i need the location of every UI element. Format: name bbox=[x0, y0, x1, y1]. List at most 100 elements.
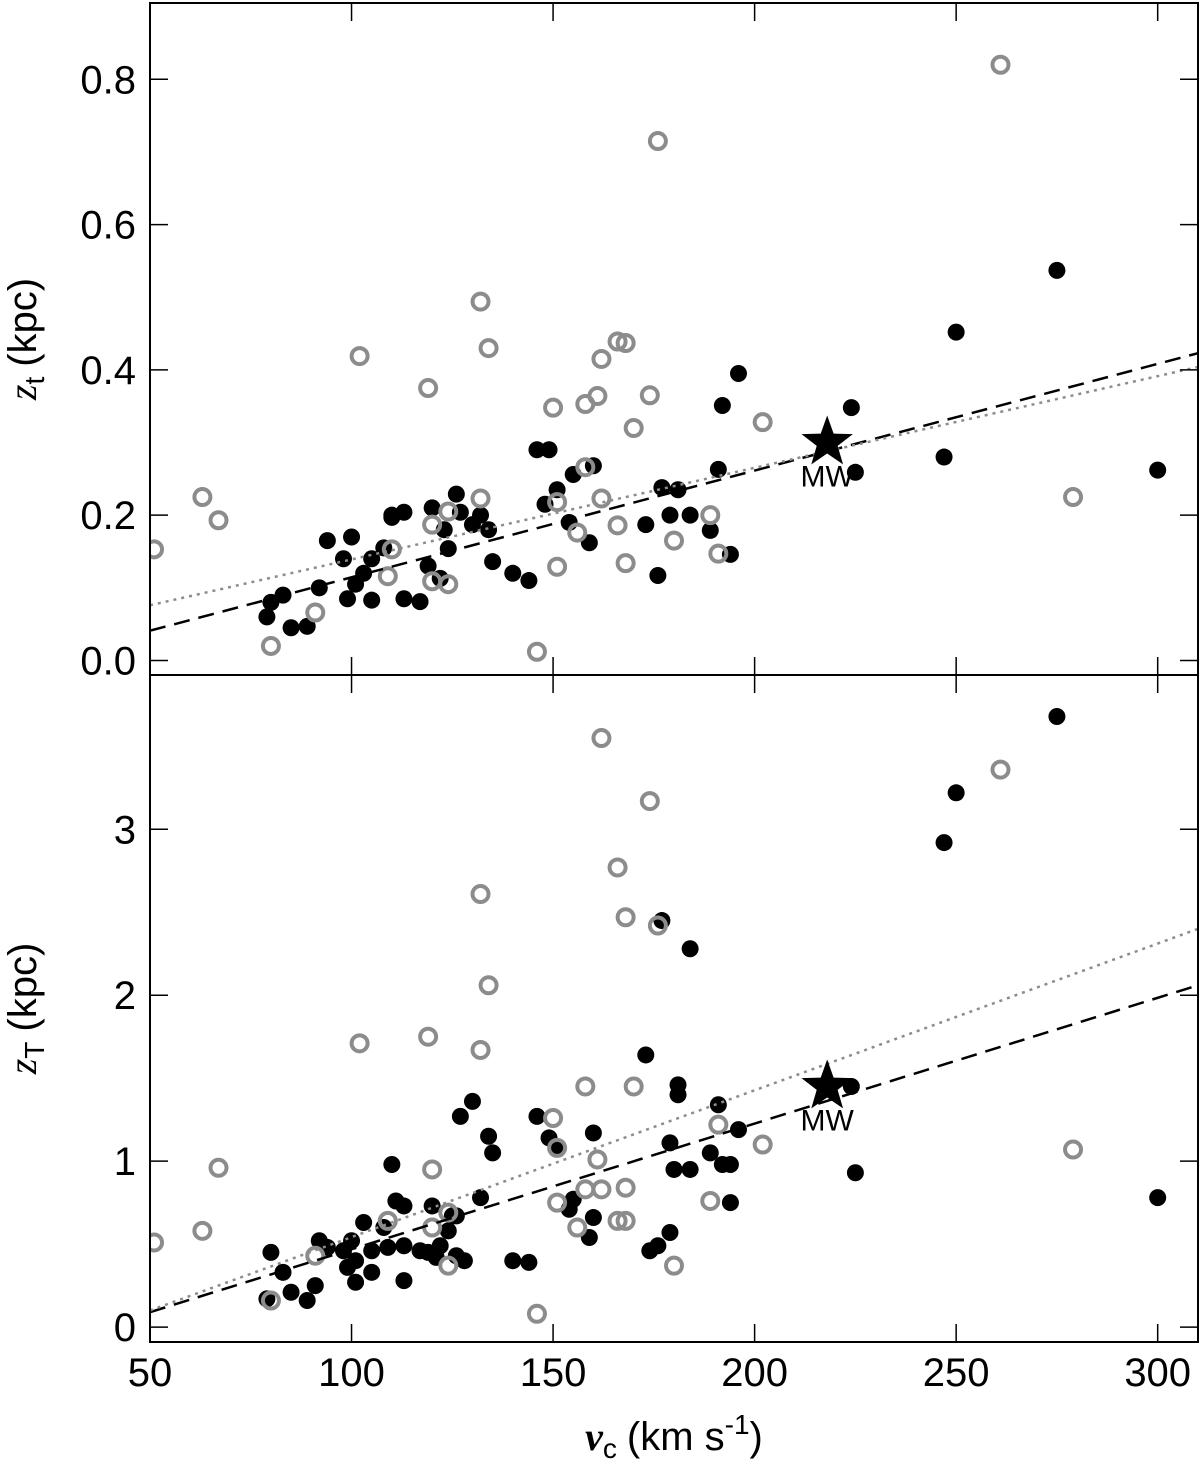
open-point bbox=[623, 1076, 644, 1097]
open-point bbox=[607, 331, 628, 352]
open-point bbox=[547, 556, 568, 577]
open-point bbox=[260, 1290, 281, 1311]
filled-point bbox=[669, 1086, 687, 1104]
plot-frame bbox=[149, 2, 1199, 676]
filled-point bbox=[318, 532, 336, 550]
open-point bbox=[478, 975, 499, 996]
x-tick-label: 50 bbox=[128, 1351, 173, 1395]
open-point bbox=[587, 386, 608, 407]
filled-point bbox=[258, 608, 276, 626]
filled-point bbox=[504, 1252, 522, 1270]
open-point bbox=[422, 514, 443, 535]
open-point bbox=[150, 1232, 165, 1253]
filled-point bbox=[729, 1121, 747, 1139]
open-point bbox=[752, 1134, 773, 1155]
filled-point bbox=[262, 1243, 280, 1261]
filled-point bbox=[721, 1155, 739, 1173]
y-tick-label: 1 bbox=[114, 1140, 136, 1184]
filled-point bbox=[484, 553, 502, 571]
x-tick-label: 150 bbox=[520, 1351, 587, 1395]
filled-point bbox=[472, 1189, 490, 1207]
open-point bbox=[192, 487, 213, 508]
y-tick-label: 0.2 bbox=[80, 494, 136, 538]
filled-point bbox=[665, 1160, 683, 1178]
open-point bbox=[615, 907, 636, 928]
open-point bbox=[615, 1210, 636, 1231]
open-point bbox=[478, 338, 499, 359]
filled-point bbox=[637, 1046, 655, 1064]
open-point bbox=[639, 791, 660, 812]
x-tick-label: 100 bbox=[318, 1351, 385, 1395]
open-point bbox=[567, 522, 588, 543]
filled-point bbox=[355, 1214, 373, 1232]
filled-point bbox=[637, 516, 655, 534]
filled-point bbox=[504, 564, 522, 582]
open-point bbox=[990, 54, 1011, 75]
y-tick-label: 0.8 bbox=[80, 58, 136, 102]
filled-point bbox=[451, 1107, 469, 1125]
filled-point bbox=[306, 1277, 324, 1295]
filled-point bbox=[947, 323, 965, 341]
open-point bbox=[526, 1303, 547, 1324]
filled-point bbox=[343, 1232, 361, 1250]
filled-point bbox=[935, 834, 953, 852]
filled-point bbox=[355, 564, 373, 582]
fit-line bbox=[150, 351, 1198, 632]
mw-label: MW bbox=[801, 461, 855, 494]
open-point bbox=[664, 530, 684, 551]
open-point bbox=[647, 131, 668, 152]
open-point bbox=[1063, 487, 1084, 508]
open-point bbox=[470, 488, 491, 509]
filled-point bbox=[447, 485, 465, 503]
mw-label: MW bbox=[801, 1104, 855, 1137]
open-point bbox=[418, 378, 439, 399]
y-tick-label: 0.0 bbox=[80, 639, 136, 683]
open-point bbox=[708, 543, 729, 564]
filled-point bbox=[480, 521, 498, 539]
open-point bbox=[547, 1137, 568, 1158]
x-label-subscript: c bbox=[603, 1433, 617, 1464]
filled-point bbox=[480, 1127, 498, 1145]
filled-point bbox=[713, 396, 731, 414]
y-label-unit: (kpc) bbox=[1, 278, 45, 367]
filled-point bbox=[395, 590, 413, 608]
open-point bbox=[349, 346, 370, 367]
filled-point bbox=[282, 1283, 300, 1301]
filled-point bbox=[1048, 707, 1066, 725]
mw-star bbox=[801, 415, 853, 465]
filled-point bbox=[334, 550, 352, 568]
open-point bbox=[591, 1179, 612, 1200]
y-label-unit: (kpc) bbox=[1, 943, 45, 1032]
open-point bbox=[543, 1108, 564, 1129]
x-label-unit: (km s bbox=[627, 1415, 725, 1459]
open-point bbox=[305, 602, 326, 623]
open-point bbox=[526, 641, 547, 662]
x-tick-label: 300 bbox=[1124, 1351, 1191, 1395]
open-point bbox=[607, 857, 628, 878]
filled-point bbox=[423, 499, 441, 517]
filled-point bbox=[298, 1292, 316, 1310]
filled-point bbox=[379, 1238, 397, 1256]
open-point bbox=[647, 915, 668, 936]
x-axis-label: vc (km s-1) bbox=[585, 1409, 763, 1464]
y-axis-label: zT (kpc) bbox=[0, 943, 50, 1076]
mw-star bbox=[801, 1059, 853, 1109]
filled-point bbox=[653, 479, 671, 497]
filled-point bbox=[298, 617, 316, 635]
filled-point bbox=[343, 528, 361, 546]
open-point bbox=[438, 1202, 459, 1223]
open-point bbox=[470, 884, 491, 905]
open-point bbox=[990, 759, 1011, 780]
open-point bbox=[438, 1255, 459, 1276]
filled-point bbox=[661, 1134, 679, 1152]
fit-line bbox=[150, 984, 1198, 1314]
filled-point bbox=[439, 1222, 457, 1240]
filled-point bbox=[383, 1155, 401, 1173]
open-point bbox=[349, 1033, 370, 1054]
plot-frame bbox=[149, 674, 1199, 1343]
y-label-symbol: z bbox=[0, 1058, 45, 1075]
plot-area bbox=[150, 54, 1198, 662]
open-point bbox=[639, 385, 660, 406]
filled-point bbox=[661, 506, 679, 524]
open-point bbox=[208, 510, 229, 531]
